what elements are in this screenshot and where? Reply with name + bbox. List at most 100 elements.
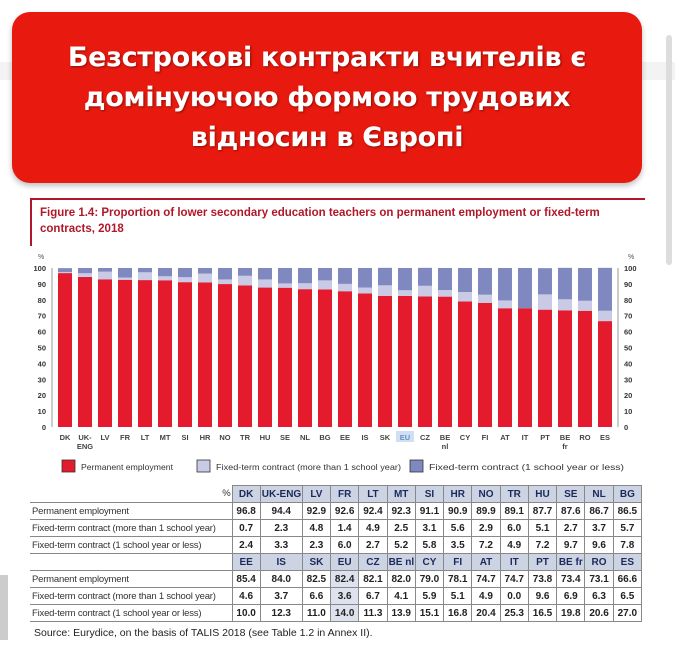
y-tick-right: 60: [624, 328, 632, 337]
data-table: % DK UK-ENG LV FR LT MT SI HR NO TR HU SE NL BG Permane…: [30, 485, 643, 622]
x-tick-label: PT: [540, 433, 550, 442]
side-element: [0, 575, 8, 640]
y-tick-left: 90: [38, 280, 46, 289]
table-cell: 25.3: [499, 604, 529, 622]
x-tick-label: NL: [300, 433, 310, 442]
legend-swatch: [61, 459, 76, 473]
table-cell: 74.7: [471, 570, 501, 588]
table-cell: 3.1: [414, 519, 445, 537]
table-cell: 82.5: [301, 570, 332, 588]
column-header: NO: [471, 485, 501, 503]
x-tick-label: EU: [400, 433, 410, 442]
table-cell: 89.9: [471, 502, 501, 520]
table-unit-label: %: [30, 485, 232, 503]
y-tick-right: 20: [624, 391, 632, 400]
x-tick-label: NO: [219, 433, 230, 442]
bar-permanent: [258, 287, 272, 427]
x-tick-label: HR: [200, 433, 211, 442]
table-unit-label: [30, 553, 232, 571]
row-label: Fixed-term contract (1 school year or le…: [30, 536, 233, 554]
bar-fixed-long: [578, 300, 592, 311]
y-tick-right: 80: [624, 296, 632, 305]
table-cell: 86.5: [612, 502, 643, 520]
table-cell: 14.0: [330, 604, 360, 622]
row-label: Permanent employment: [30, 502, 233, 520]
bar-fixed-short: [558, 267, 572, 300]
table-row: Fixed-term contract (more than 1 school …: [30, 519, 643, 537]
column-header: DK: [231, 485, 261, 503]
table-cell: 78.1: [443, 570, 473, 588]
column-header: LV: [301, 485, 332, 503]
table-cell: 2.5: [386, 519, 416, 537]
x-tick-label: FI: [482, 433, 489, 442]
scrollbar[interactable]: [666, 35, 672, 265]
y-tick-right: 40: [624, 359, 632, 368]
bar-fixed-short: [238, 268, 252, 276]
x-tick-label: fr: [562, 442, 567, 451]
source-note: Source: Eurydice, on the basis of TALIS …: [34, 627, 373, 639]
bar-permanent: [198, 282, 212, 427]
table-cell: 4.1: [386, 587, 416, 605]
table-cell: 6.3: [584, 587, 614, 605]
x-tick-label: SI: [181, 433, 188, 442]
y-tick-left: 60: [38, 328, 46, 337]
bar-permanent: [58, 273, 72, 427]
bar-fixed-long: [398, 290, 412, 296]
x-tick-label: BE: [440, 433, 450, 442]
x-tick-label: CY: [460, 433, 470, 442]
bar-fixed-long: [478, 294, 492, 303]
bar-permanent: [398, 295, 412, 427]
table-cell: 9.7: [556, 536, 586, 554]
bar-permanent: [178, 282, 192, 427]
banner-title: Безстрокові контракти вчителів є доміную…: [67, 41, 587, 153]
table-header-row: % DK UK-ENG LV FR LT MT SI HR NO TR HU SE NL BG: [30, 485, 643, 503]
x-tick-label: MT: [160, 433, 171, 442]
column-header: HU: [527, 485, 558, 503]
table-cell: 3.6: [330, 587, 360, 605]
bar-permanent: [418, 296, 432, 427]
table-cell: 90.9: [443, 502, 473, 520]
table-cell: 73.8: [527, 570, 558, 588]
bar-fixed-short: [118, 268, 132, 278]
bar-fixed-long: [438, 290, 452, 297]
table-cell: 20.6: [584, 604, 614, 622]
column-header: ES: [612, 553, 643, 571]
row-label: Permanent employment: [30, 570, 233, 588]
bar-permanent: [78, 276, 92, 427]
y-tick-left: 20: [38, 391, 46, 400]
bar-fixed-short: [258, 268, 272, 280]
table-cell: 3.5: [443, 536, 473, 554]
table-cell: 6.0: [499, 519, 529, 537]
bar-fixed-short: [218, 268, 232, 280]
bar-fixed-long: [338, 283, 352, 292]
bar-permanent: [558, 310, 572, 427]
table-cell: 7.2: [471, 536, 501, 554]
column-header: RO: [584, 553, 614, 571]
x-tick-label: IS: [361, 433, 368, 442]
legend-swatch: [196, 459, 211, 473]
y-tick-left: 100: [33, 264, 46, 273]
x-tick-label: DK: [60, 433, 71, 442]
x-tick-label: CZ: [420, 433, 430, 442]
bar-permanent: [538, 309, 552, 427]
table-cell: 89.1: [499, 502, 529, 520]
column-header: SE: [556, 485, 586, 503]
row-label: Fixed-term contract (more than 1 school …: [30, 519, 233, 537]
column-header: UK-ENG: [259, 485, 303, 503]
bar-fixed-long: [118, 277, 132, 280]
bar-fixed-short: [198, 268, 212, 274]
bar-fixed-long: [558, 299, 572, 311]
table-cell: 5.8: [414, 536, 445, 554]
table-cell: 4.9: [499, 536, 529, 554]
row-label: Fixed-term contract (1 school year or le…: [30, 604, 233, 622]
y-tick-left: 30: [38, 375, 46, 384]
table-cell: 6.7: [358, 587, 388, 605]
table-cell: 5.9: [414, 587, 445, 605]
table-cell: 4.9: [471, 587, 501, 605]
bar-fixed-long: [378, 285, 392, 296]
x-tick-label: FR: [120, 433, 131, 442]
table-row: Fixed-term contract (more than 1 school …: [30, 587, 643, 605]
bar-permanent: [358, 293, 372, 427]
bar-fixed-short: [498, 268, 512, 301]
bar-fixed-short: [78, 268, 92, 274]
